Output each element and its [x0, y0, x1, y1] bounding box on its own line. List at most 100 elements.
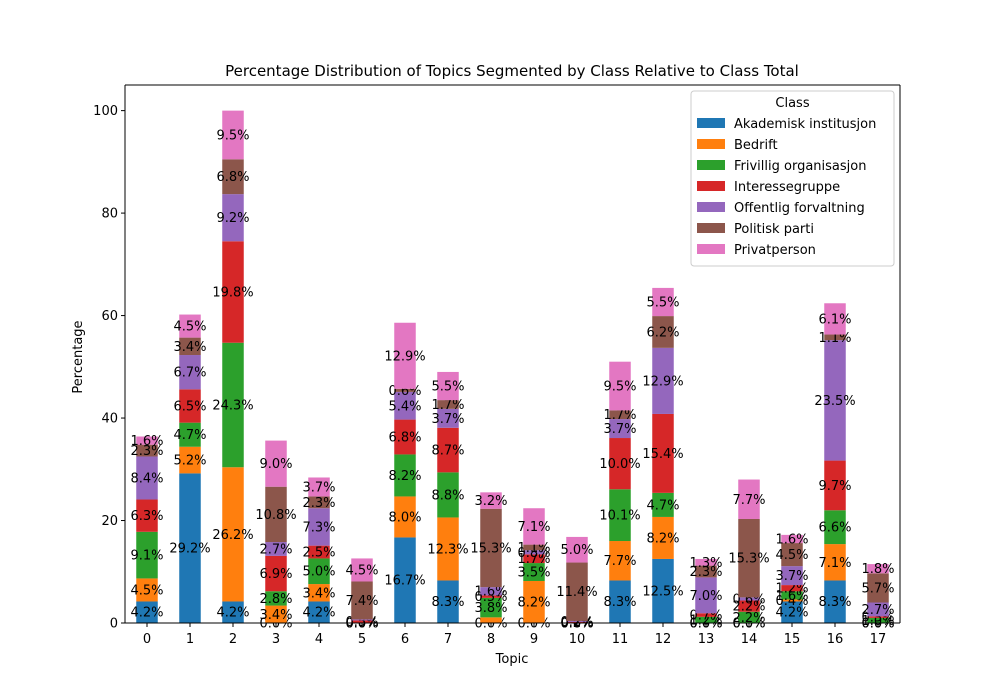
data-label: 10.1%	[599, 509, 640, 524]
data-label: 11.4%	[556, 585, 597, 600]
data-label: 1.6%	[775, 532, 808, 547]
data-label: 1.2%	[775, 582, 808, 597]
y-tick-label: 100	[93, 104, 118, 119]
bar-segment	[308, 545, 330, 559]
data-label: 3.4%	[173, 340, 206, 355]
data-label: 15.3%	[728, 552, 769, 567]
bar-segment	[566, 536, 588, 563]
bar-segment	[523, 580, 545, 623]
bar-segment	[824, 544, 846, 581]
bar-segment	[652, 347, 674, 414]
bar-segment	[609, 541, 631, 581]
data-label: 2.2%	[732, 611, 765, 626]
data-label: 2.3%	[302, 496, 335, 511]
bar-segment	[480, 492, 502, 509]
legend-entry: Privatperson	[734, 243, 816, 258]
bar-segment	[523, 550, 545, 555]
data-label: 4.5%	[130, 583, 163, 598]
bar-segment	[824, 460, 846, 511]
x-tick-label: 1	[186, 632, 194, 647]
bar-segment	[308, 477, 330, 497]
bar-segment	[695, 616, 717, 623]
bar-segment	[652, 413, 674, 493]
data-label: 6.7%	[173, 366, 206, 381]
y-axis-label: Percentage	[71, 320, 86, 393]
data-label: 3.8%	[474, 601, 507, 616]
data-label: 9.5%	[216, 128, 249, 143]
bar-segment	[394, 496, 416, 538]
bar-segment	[351, 581, 373, 620]
legend-swatch	[697, 118, 725, 128]
bar-segment	[824, 580, 846, 623]
data-label: 5.5%	[431, 380, 464, 395]
data-label: 5.2%	[173, 454, 206, 469]
data-label: 7.1%	[818, 556, 851, 571]
data-label: 7.0%	[689, 589, 722, 604]
y-tick-label: 40	[101, 412, 118, 427]
data-label: 16.7%	[384, 574, 425, 589]
data-label: 8.3%	[603, 595, 636, 610]
data-label: 4.2%	[130, 606, 163, 621]
bar-segment	[867, 616, 889, 618]
x-tick-label: 10	[569, 632, 586, 647]
bar-segment	[867, 573, 889, 603]
data-label: 24.3%	[212, 398, 253, 413]
legend-swatch	[697, 139, 725, 149]
legend-box	[690, 90, 895, 267]
bar-segment	[652, 492, 674, 517]
data-label: 7.3%	[302, 520, 335, 535]
bar-segment	[394, 322, 416, 389]
legend-entry: Akademisk institusjon	[734, 117, 876, 132]
data-label: 3.7%	[775, 569, 808, 584]
legend-entry: Frivillig organisasjon	[734, 159, 866, 174]
bar-segment	[265, 555, 287, 592]
bar-segment	[265, 486, 287, 543]
bar-segment	[781, 601, 803, 623]
bar-segment	[222, 110, 244, 160]
data-label: 9.7%	[818, 479, 851, 494]
data-label: 4.2%	[775, 606, 808, 621]
data-label: 9.1%	[130, 549, 163, 564]
bar-segment	[738, 479, 760, 519]
x-tick-label: 12	[655, 632, 672, 647]
bar-segment	[523, 563, 545, 581]
data-label: 1.7%	[603, 408, 636, 423]
y-tick-label: 20	[101, 514, 118, 529]
data-label: 3.5%	[517, 566, 550, 581]
data-label: 4.2%	[216, 606, 249, 621]
bar-segment	[781, 591, 803, 600]
bar-segment	[265, 542, 287, 556]
bar-segment	[136, 531, 158, 579]
data-label: 8.2%	[646, 531, 679, 546]
data-label: 9.2%	[216, 211, 249, 226]
data-label: 1.6%	[775, 589, 808, 604]
bar-segment	[566, 620, 588, 622]
x-tick-label: 4	[315, 632, 323, 647]
data-label: 4.2%	[302, 606, 335, 621]
bar-segment	[351, 558, 373, 582]
bar-segment	[695, 565, 717, 578]
data-label: 4.5%	[775, 548, 808, 563]
data-label: 2.3%	[689, 565, 722, 580]
bar-segment	[695, 613, 717, 617]
data-label: 8.0%	[388, 510, 421, 525]
data-label: 6.1%	[818, 312, 851, 327]
data-label: 29.2%	[169, 542, 210, 557]
y-tick-label: 60	[101, 309, 118, 324]
data-label: 10.8%	[255, 508, 296, 523]
bar-segment	[437, 580, 459, 623]
bar-segment	[609, 410, 631, 420]
bar-segment	[437, 517, 459, 581]
bar-segment	[609, 419, 631, 439]
data-label: 2.7%	[861, 603, 894, 618]
bar-segment	[308, 496, 330, 509]
data-label: 3.7%	[431, 412, 464, 427]
data-label: 4.5%	[173, 320, 206, 335]
bar-segment	[136, 456, 158, 500]
bar-segment	[738, 597, 760, 601]
bar-segment	[222, 159, 244, 195]
data-label: 1.6%	[474, 585, 507, 600]
data-label: 6.6%	[818, 521, 851, 536]
data-label: 3.4%	[302, 586, 335, 601]
data-label: 3.4%	[259, 608, 292, 623]
